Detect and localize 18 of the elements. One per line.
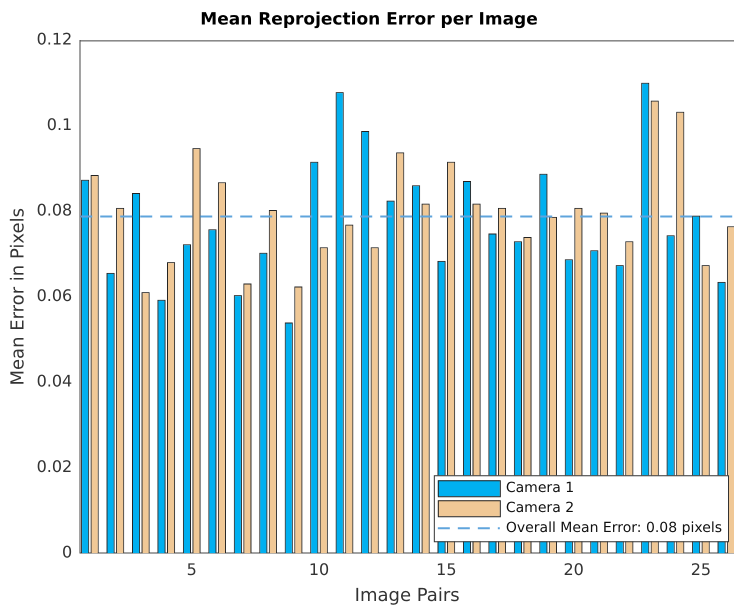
x-tick-label: 20 [563,560,584,579]
legend-label: Overall Mean Error: 0.08 pixels [506,520,722,536]
y-tick-label: 0.06 [36,286,72,305]
y-tick-label: 0 [62,542,72,562]
legend-label: Camera 1 [506,480,574,496]
y-tick-label: 0.08 [36,200,72,220]
chart-title: Mean Reprojection Error per Image [200,10,538,30]
y-axis-title: Mean Error in Pixels [7,208,28,386]
x-tick-label: 25 [690,560,712,579]
legend-label: Camera 2 [506,500,574,516]
x-axis-title: Image Pairs [354,584,460,606]
x-tick-label: 10 [308,560,330,579]
x-tick-label: 5 [186,560,197,579]
y-tick-label: 0.1 [46,115,72,134]
y-tick-label: 0.12 [36,30,72,49]
y-tick-label: 0.02 [36,456,72,476]
y-tick-label: 0.04 [36,371,72,390]
x-tick-label: 15 [436,560,456,579]
